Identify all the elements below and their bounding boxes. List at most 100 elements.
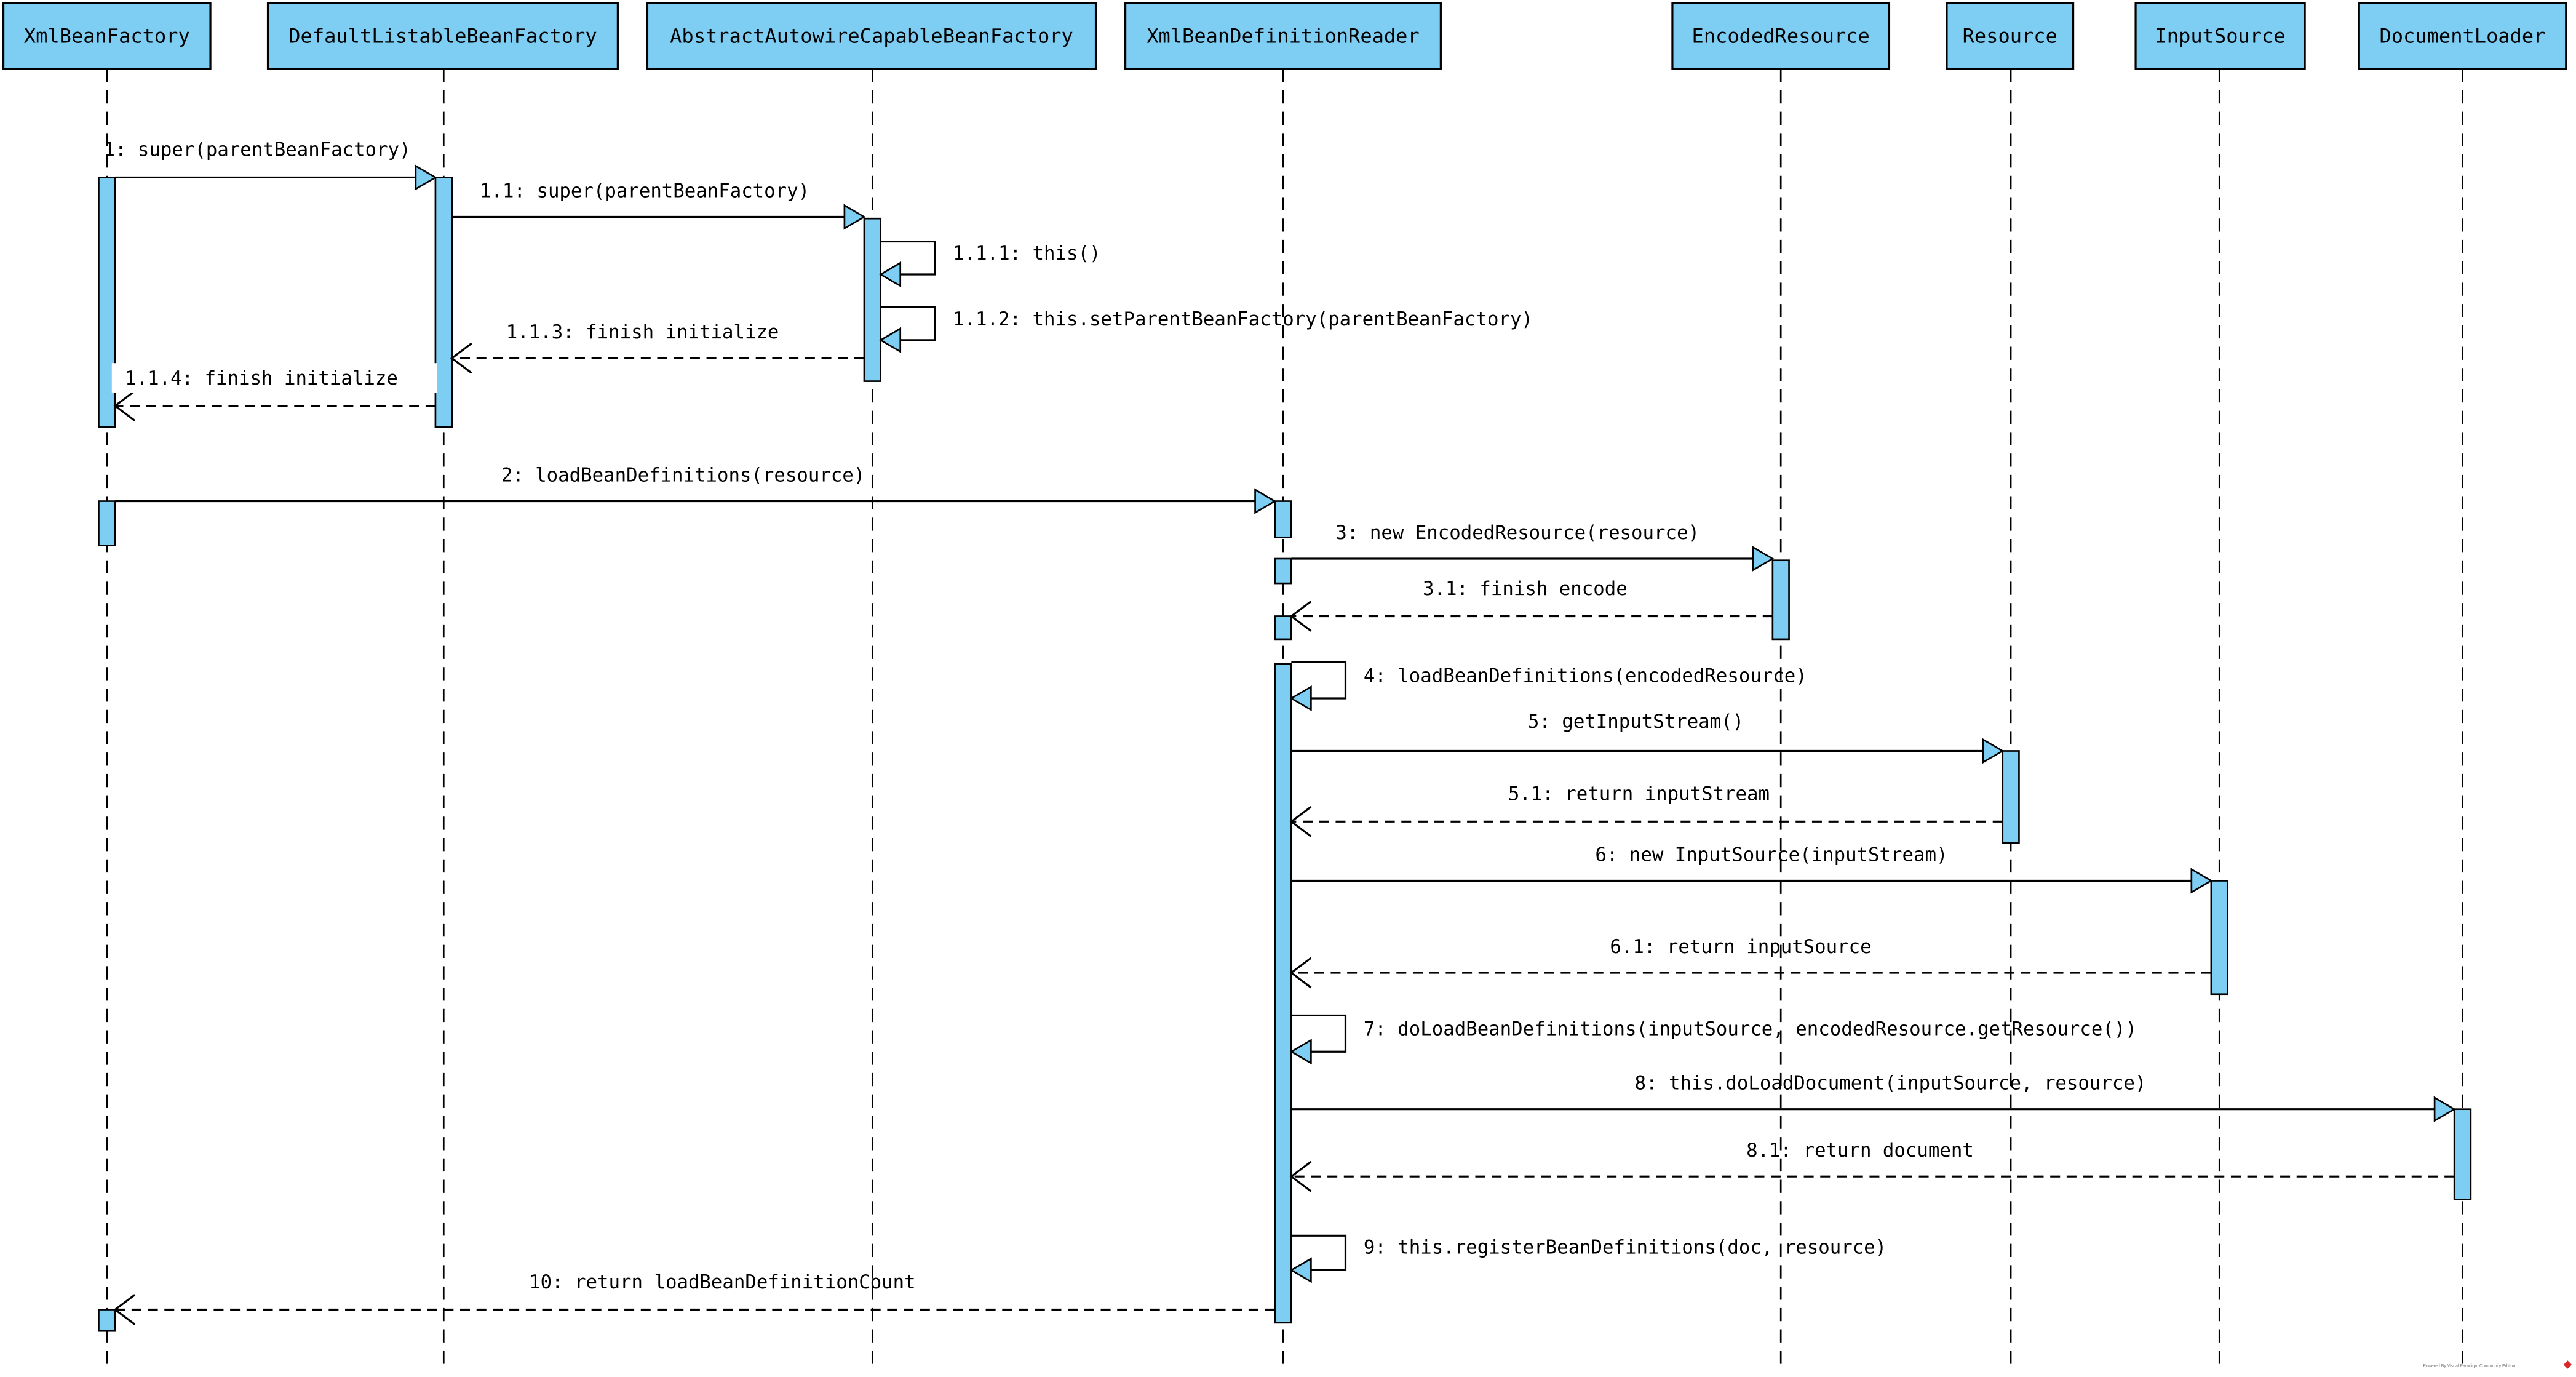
message-1-1-1[interactable]: 1.1.1: this() <box>879 240 1101 288</box>
message-1-1-2[interactable]: 1.1.2: this.setParentBeanFactory(parentB… <box>879 306 1533 353</box>
message-10[interactable]: 10: return loadBeanDefinitionCount <box>113 1271 1275 1325</box>
message-1-1-3[interactable]: 1.1.3: finish initialize <box>450 321 864 374</box>
activation-bar <box>1274 500 1292 538</box>
participant-box <box>646 2 1097 70</box>
message-label: 1.1.4: finish initialize <box>125 367 398 389</box>
arrowhead-icon <box>2190 868 2213 894</box>
message-label: 8.1: return document <box>1746 1140 1974 1162</box>
activation-bar <box>434 177 453 428</box>
activation-bar <box>98 1309 116 1332</box>
message-8[interactable]: 8: this.doLoadDocument(inputSource, reso… <box>1291 1072 2456 1122</box>
message-line <box>1291 1234 1347 1272</box>
watermark-text: Powered By Visual Paradigm Community Edi… <box>2423 1364 2515 1368</box>
message-6[interactable]: 6: new InputSource(inputStream) <box>1291 844 2213 894</box>
arrowhead-icon <box>1752 545 1775 572</box>
open-arrowhead-icon <box>450 342 472 374</box>
participant-box <box>2 2 212 70</box>
arrowhead-icon <box>879 261 902 288</box>
arrowhead-icon <box>879 327 902 353</box>
message-7[interactable]: 7: doLoadBeanDefinitions(inputSource, en… <box>1289 1014 2137 1065</box>
participant-EncodedResource[interactable]: EncodedResource <box>1671 2 1891 70</box>
participant-DefaultListableBeanFactory[interactable]: DefaultListableBeanFactory <box>266 2 619 70</box>
activation-bar <box>1771 559 1790 641</box>
message-3-1[interactable]: 3.1: finish encode <box>1289 578 1773 632</box>
arrowhead-icon <box>1982 738 2005 764</box>
participant-box <box>1671 2 1891 70</box>
message-label: 6.1: return inputSource <box>1610 936 1871 958</box>
message-label: 1.1: super(parentBeanFactory) <box>480 180 809 202</box>
message-4[interactable]: 4: loadBeanDefinitions(encodedResource) <box>1289 661 1807 712</box>
participant-InputSource[interactable]: InputSource <box>2134 2 2306 70</box>
participant-label: AbstractAutowireCapableBeanFactory <box>670 24 1073 47</box>
activation-bar <box>863 217 882 382</box>
message-label: 1.1.3: finish initialize <box>506 321 779 343</box>
open-arrowhead-icon <box>1289 957 1312 989</box>
message-1[interactable]: 1: super(parentBeanFactory) <box>103 139 437 191</box>
open-arrowhead-icon <box>113 390 136 421</box>
message-label: 3.1: finish encode <box>1423 578 1628 600</box>
message-5-1[interactable]: 5.1: return inputStream <box>1289 783 2003 837</box>
activation-bar <box>1274 615 1292 641</box>
message-label: 1: super(parentBeanFactory) <box>103 139 410 161</box>
message-label: 9: this.registerBeanDefinitions(doc, res… <box>1364 1237 1886 1259</box>
message-label: 5: getInputStream() <box>1528 711 1744 733</box>
label-background <box>111 363 437 393</box>
open-arrowhead-icon <box>113 1294 136 1325</box>
participant-Resource[interactable]: Resource <box>1946 2 2075 70</box>
arrowhead-icon <box>1289 1257 1312 1283</box>
participant-XmlBeanDefinitionReader[interactable]: XmlBeanDefinitionReader <box>1124 2 1442 70</box>
message-6-1[interactable]: 6.1: return inputSource <box>1289 936 2211 989</box>
participant-box <box>2134 2 2306 70</box>
arrowhead-icon <box>2433 1096 2456 1122</box>
message-line <box>1291 1014 1347 1053</box>
message-label: 6: new InputSource(inputStream) <box>1595 844 1947 866</box>
participant-DocumentLoader[interactable]: DocumentLoader <box>2358 2 2567 70</box>
message-3[interactable]: 3: new EncodedResource(resource) <box>1291 522 1775 572</box>
participant-AbstractAutowireCapableBeanFactory[interactable]: AbstractAutowireCapableBeanFactory <box>646 2 1097 70</box>
message-label: 10: return loadBeanDefinitionCount <box>529 1271 916 1293</box>
arrowhead-icon <box>1289 1039 1312 1065</box>
message-label: 1.1.1: this() <box>953 242 1100 265</box>
message-label: 1.1.2: this.setParentBeanFactory(parentB… <box>953 308 1533 330</box>
participant-label: InputSource <box>2155 24 2286 47</box>
participant-label: DefaultListableBeanFactory <box>288 24 597 47</box>
activation-bar <box>1274 663 1292 1324</box>
message-label: 8: this.doLoadDocument(inputSource, reso… <box>1635 1072 2147 1095</box>
message-5[interactable]: 5: getInputStream() <box>1291 711 2005 764</box>
activation-bar <box>2002 750 2020 844</box>
participant-box <box>266 2 619 70</box>
participant-label: XmlBeanDefinitionReader <box>1147 24 1420 47</box>
watermark: Powered By Visual Paradigm Community Edi… <box>2423 1360 2572 1369</box>
message-9[interactable]: 9: this.registerBeanDefinitions(doc, res… <box>1289 1234 1886 1283</box>
activation-bar <box>2210 880 2228 996</box>
arrowhead-icon <box>843 204 866 230</box>
message-8-1[interactable]: 8.1: return document <box>1289 1140 2455 1192</box>
participant-box <box>1124 2 1442 70</box>
message-1-1-4[interactable]: 1.1.4: finish initialize <box>111 363 437 421</box>
activation-bar <box>1274 557 1292 585</box>
message-line <box>880 240 936 276</box>
message-label: 7: doLoadBeanDefinitions(inputSource, en… <box>1364 1018 2137 1040</box>
arrowhead-icon <box>415 164 437 191</box>
open-arrowhead-icon <box>1289 601 1312 632</box>
message-line <box>880 306 936 341</box>
activation-bar <box>98 500 116 546</box>
participant-label: Resource <box>1963 24 2057 47</box>
participant-box <box>2358 2 2567 70</box>
message-label: 5.1: return inputStream <box>1508 783 1770 805</box>
participant-label: DocumentLoader <box>2380 24 2546 47</box>
participant-label: XmlBeanFactory <box>24 24 190 47</box>
message-1-1[interactable]: 1.1: super(parentBeanFactory) <box>451 180 866 230</box>
arrowhead-icon <box>1254 488 1277 514</box>
activation-bar <box>2453 1108 2472 1200</box>
visual-paradigm-logo <box>2563 1360 2572 1369</box>
message-2[interactable]: 2: loadBeanDefinitions(resource) <box>115 464 1277 514</box>
message-label: 2: loadBeanDefinitions(resource) <box>501 464 865 486</box>
message-line <box>1291 661 1347 700</box>
participant-XmlBeanFactory[interactable]: XmlBeanFactory <box>2 2 212 70</box>
message-label: 4: loadBeanDefinitions(encodedResource) <box>1364 665 1807 687</box>
participant-box <box>1946 2 2075 70</box>
participant-label: EncodedResource <box>1692 24 1870 47</box>
message-label: 3: new EncodedResource(resource) <box>1335 522 1699 544</box>
